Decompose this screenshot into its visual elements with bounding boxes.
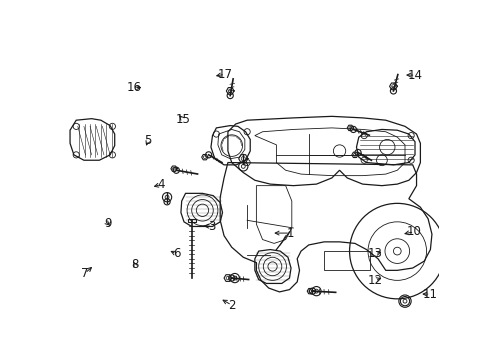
Text: 15: 15: [175, 113, 190, 126]
Bar: [324, 251, 369, 270]
Text: 13: 13: [366, 247, 382, 260]
Text: 10: 10: [406, 225, 421, 238]
Text: 4: 4: [157, 178, 164, 191]
Text: 14: 14: [407, 68, 422, 82]
Text: 6: 6: [172, 247, 180, 260]
Text: 2: 2: [227, 299, 235, 312]
Text: 9: 9: [103, 217, 111, 230]
Text: 5: 5: [144, 134, 152, 147]
Bar: [187, 219, 195, 222]
Text: 11: 11: [422, 288, 437, 301]
Text: 8: 8: [131, 258, 139, 271]
Text: 7: 7: [81, 267, 88, 280]
Text: 1: 1: [286, 226, 293, 240]
Text: 16: 16: [126, 81, 141, 94]
Text: 3: 3: [208, 220, 216, 233]
Text: 17: 17: [217, 68, 232, 81]
Text: 12: 12: [366, 274, 382, 287]
